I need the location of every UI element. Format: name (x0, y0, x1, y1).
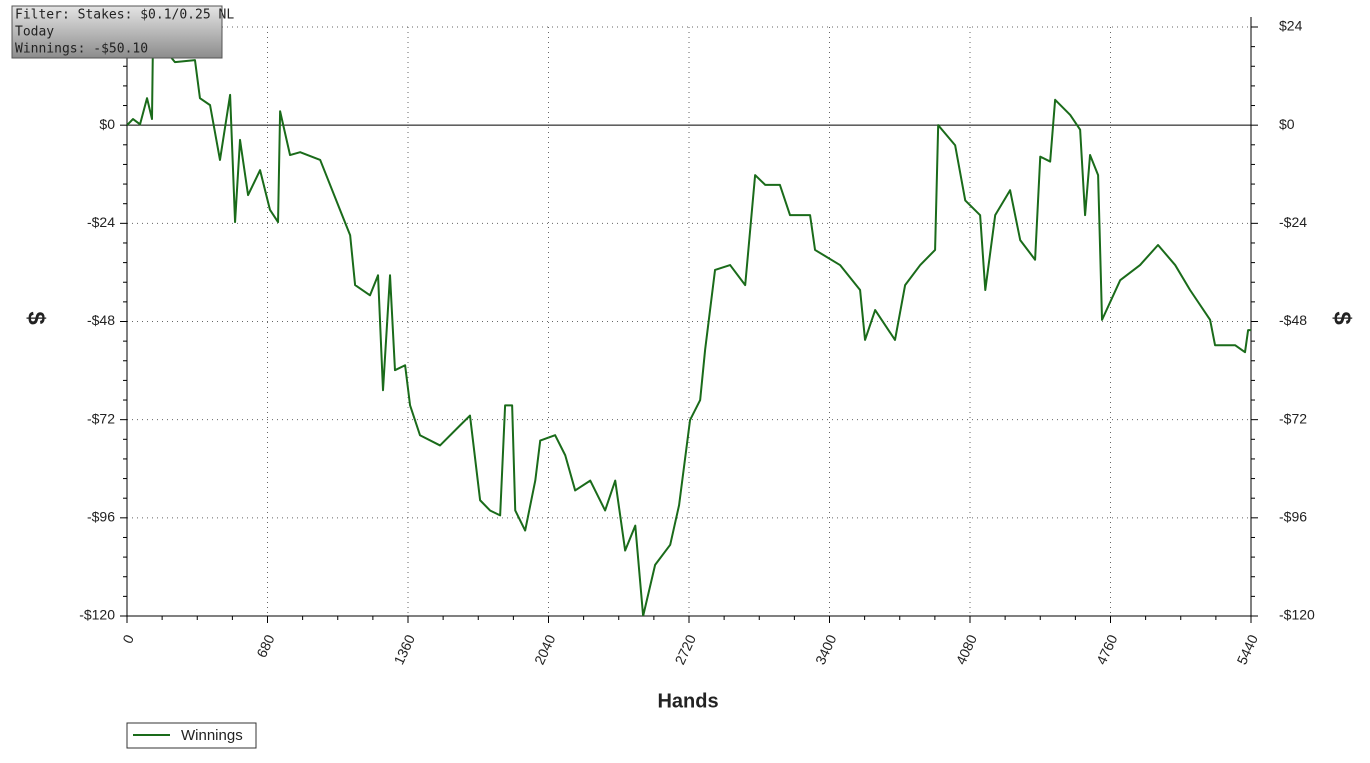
y2-axis-title: $ (1329, 311, 1356, 325)
info-text: Filter: Stakes: $0.1/0.25 NL (15, 8, 234, 23)
legend: Winnings (126, 722, 257, 749)
y2-tick-label: -$96 (1279, 509, 1307, 525)
info-text: Winnings: -$50.10 (15, 42, 148, 57)
y-axis-title: $ (23, 311, 50, 325)
plot (127, 34, 1251, 616)
y-tick-label: $0 (99, 116, 115, 132)
x-tick-label: 680 (253, 632, 277, 660)
y2-tick-label: -$72 (1279, 410, 1307, 426)
x-tick-label: 0 (119, 632, 137, 646)
y2-tick-label: -$24 (1279, 214, 1307, 230)
legend-label: Winnings (181, 727, 243, 744)
info-box: Filter: Stakes: $0.1/0.25 NL Today Winni… (11, 5, 234, 59)
x-tick-label: 2040 (531, 632, 559, 667)
info-text: Today (15, 25, 54, 40)
x-tick-label: 5440 (1233, 632, 1261, 667)
y-tick-label: -$120 (79, 607, 115, 623)
info-box-bg (11, 5, 223, 59)
y2-tick-label: $0 (1279, 116, 1295, 132)
axes: $24$24$0$0-$24-$24-$48-$48-$72-$72-$96-$… (79, 17, 1315, 667)
x-tick-label: 4760 (1093, 632, 1121, 667)
y2-tick-label: -$48 (1279, 312, 1307, 328)
y-tick-label: -$48 (87, 312, 115, 328)
x-tick-label: 4080 (952, 632, 980, 667)
y-tick-label: -$24 (87, 214, 115, 230)
series-line (127, 34, 1251, 616)
x-tick-label: 2720 (671, 632, 699, 667)
y2-tick-label: -$120 (1279, 607, 1315, 623)
y2-tick-label: $24 (1279, 18, 1303, 34)
x-tick-label: 3400 (812, 632, 840, 667)
y-tick-label: -$72 (87, 410, 115, 426)
y-tick-label: -$96 (87, 509, 115, 525)
x-tick-label: 1360 (390, 632, 418, 667)
x-axis-title: Hands (657, 690, 718, 712)
